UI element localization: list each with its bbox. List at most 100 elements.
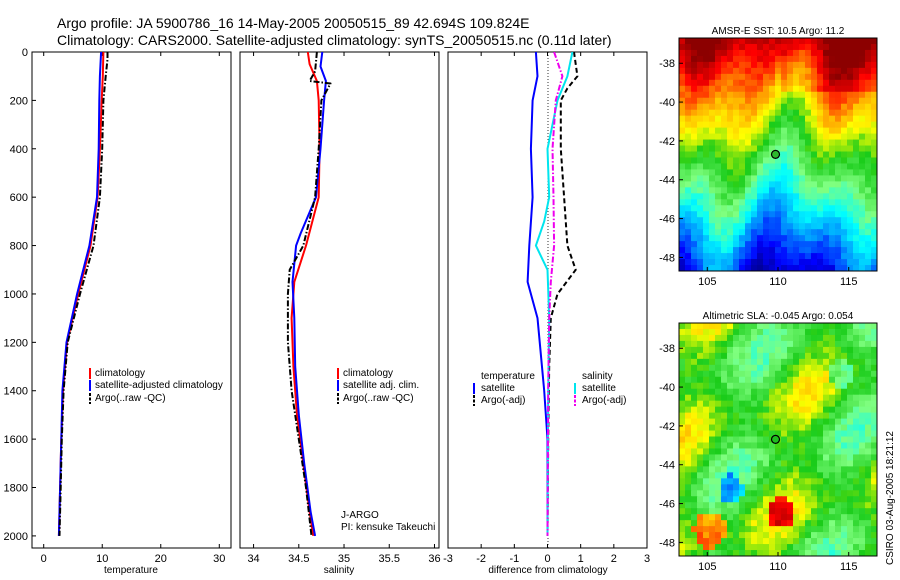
- heatmap-cell: [709, 532, 716, 539]
- heatmap-cell: [811, 412, 818, 420]
- heatmap-cell: [805, 454, 812, 462]
- heatmap-cell: [841, 145, 848, 153]
- heatmap-cell: [685, 394, 692, 402]
- heatmap-cell: [751, 442, 758, 450]
- heatmap-cell: [709, 187, 716, 194]
- heatmap-cell: [817, 61, 824, 69]
- heatmap-cell: [865, 418, 872, 426]
- heatmap-cell: [787, 400, 794, 408]
- heatmap-cell: [871, 448, 877, 456]
- heatmap-cell: [745, 193, 752, 200]
- heatmap-cell: [865, 157, 872, 165]
- heatmap-cell: [817, 514, 824, 521]
- heatmap-cell: [769, 121, 776, 129]
- heatmap-cell: [763, 103, 770, 111]
- heatmap-cell: [787, 430, 794, 438]
- heatmap-cell: [751, 412, 758, 420]
- heatmap-cell: [727, 448, 734, 456]
- heatmap-cell: [685, 388, 692, 396]
- heatmap-cell: [805, 145, 812, 153]
- heatmap-cell: [757, 538, 764, 545]
- heatmap-cell: [841, 352, 848, 360]
- heatmap-cell: [817, 400, 824, 408]
- heatmap-cell: [685, 370, 692, 378]
- heatmap-cell: [727, 127, 734, 135]
- heatmap-cell: [685, 358, 692, 366]
- heatmap-cell: [691, 49, 698, 57]
- heatmap-cell: [841, 43, 848, 51]
- heatmap-cell: [775, 217, 782, 224]
- heatmap-cell: [787, 346, 794, 354]
- heatmap-cell: [679, 323, 686, 330]
- heatmap-cell: [685, 247, 692, 254]
- heatmap-cell: [865, 544, 872, 551]
- heatmap-cell: [721, 157, 728, 165]
- heatmap-cell: [835, 61, 842, 69]
- heatmap-cell: [841, 163, 848, 171]
- heatmap-cell: [853, 253, 860, 260]
- heatmap-cell: [865, 508, 872, 515]
- heatmap-cell: [811, 121, 818, 129]
- heatmap-cell: [727, 169, 734, 177]
- heatmap-cell: [679, 235, 686, 242]
- heatmap-cell: [781, 526, 788, 533]
- heatmap-cell: [769, 67, 776, 75]
- heatmap-cell: [727, 376, 734, 384]
- heatmap-cell: [781, 67, 788, 75]
- heatmap-cell: [871, 436, 877, 444]
- heatmap-cell: [793, 67, 800, 75]
- x-tick-label: 105: [698, 276, 716, 288]
- heatmap-cell: [841, 484, 848, 491]
- heatmap-cell: [799, 127, 806, 135]
- heatmap-cell: [769, 514, 776, 521]
- heatmap-cell: [799, 550, 806, 556]
- heatmap-cell: [781, 496, 788, 503]
- heatmap-cell: [841, 103, 848, 111]
- heatmap-cell: [727, 466, 734, 473]
- heatmap-cell: [787, 490, 794, 497]
- heatmap-cell: [697, 103, 704, 111]
- heatmap-cell: [817, 169, 824, 177]
- heatmap-cell: [685, 61, 692, 69]
- heatmap-cell: [703, 550, 710, 556]
- heatmap-cell: [757, 370, 764, 378]
- heatmap-cell: [721, 424, 728, 432]
- y-tick-label: -40: [659, 97, 675, 109]
- heatmap-cell: [823, 388, 830, 396]
- heatmap-cell: [823, 376, 830, 384]
- heatmap-cell: [853, 247, 860, 254]
- heatmap-cell: [799, 460, 806, 467]
- heatmap-cell: [865, 526, 872, 533]
- heatmap-cell: [727, 187, 734, 194]
- heatmap-cell: [727, 538, 734, 545]
- heatmap-cell: [679, 460, 686, 467]
- heatmap-cell: [841, 205, 848, 212]
- heatmap-cell: [739, 145, 746, 153]
- heatmap-cell: [859, 364, 866, 372]
- heatmap-cell: [817, 241, 824, 248]
- heatmap-cell: [811, 145, 818, 153]
- heatmap-cell: [751, 550, 758, 556]
- heatmap-cell: [703, 412, 710, 420]
- heatmap-cell: [811, 490, 818, 497]
- heatmap-cell: [691, 79, 698, 87]
- heatmap-cell: [805, 532, 812, 539]
- heatmap-cell: [847, 346, 854, 354]
- heatmap-cell: [727, 157, 734, 165]
- heatmap-cell: [775, 115, 782, 123]
- heatmap-cell: [817, 550, 824, 556]
- heatmap-cell: [721, 334, 728, 342]
- heatmap-cell: [691, 43, 698, 51]
- heatmap-cell: [739, 502, 746, 509]
- heatmap-cell: [763, 265, 770, 271]
- heatmap-cell: [823, 139, 830, 147]
- heatmap-cell: [811, 163, 818, 171]
- heatmap-cell: [775, 532, 782, 539]
- heatmap-cell: [709, 139, 716, 147]
- heatmap-cell: [859, 472, 866, 479]
- heatmap-cell: [751, 157, 758, 165]
- heatmap-cell: [811, 139, 818, 147]
- heatmap-cell: [799, 478, 806, 485]
- heatmap-cell: [793, 334, 800, 342]
- heatmap-cell: [793, 49, 800, 57]
